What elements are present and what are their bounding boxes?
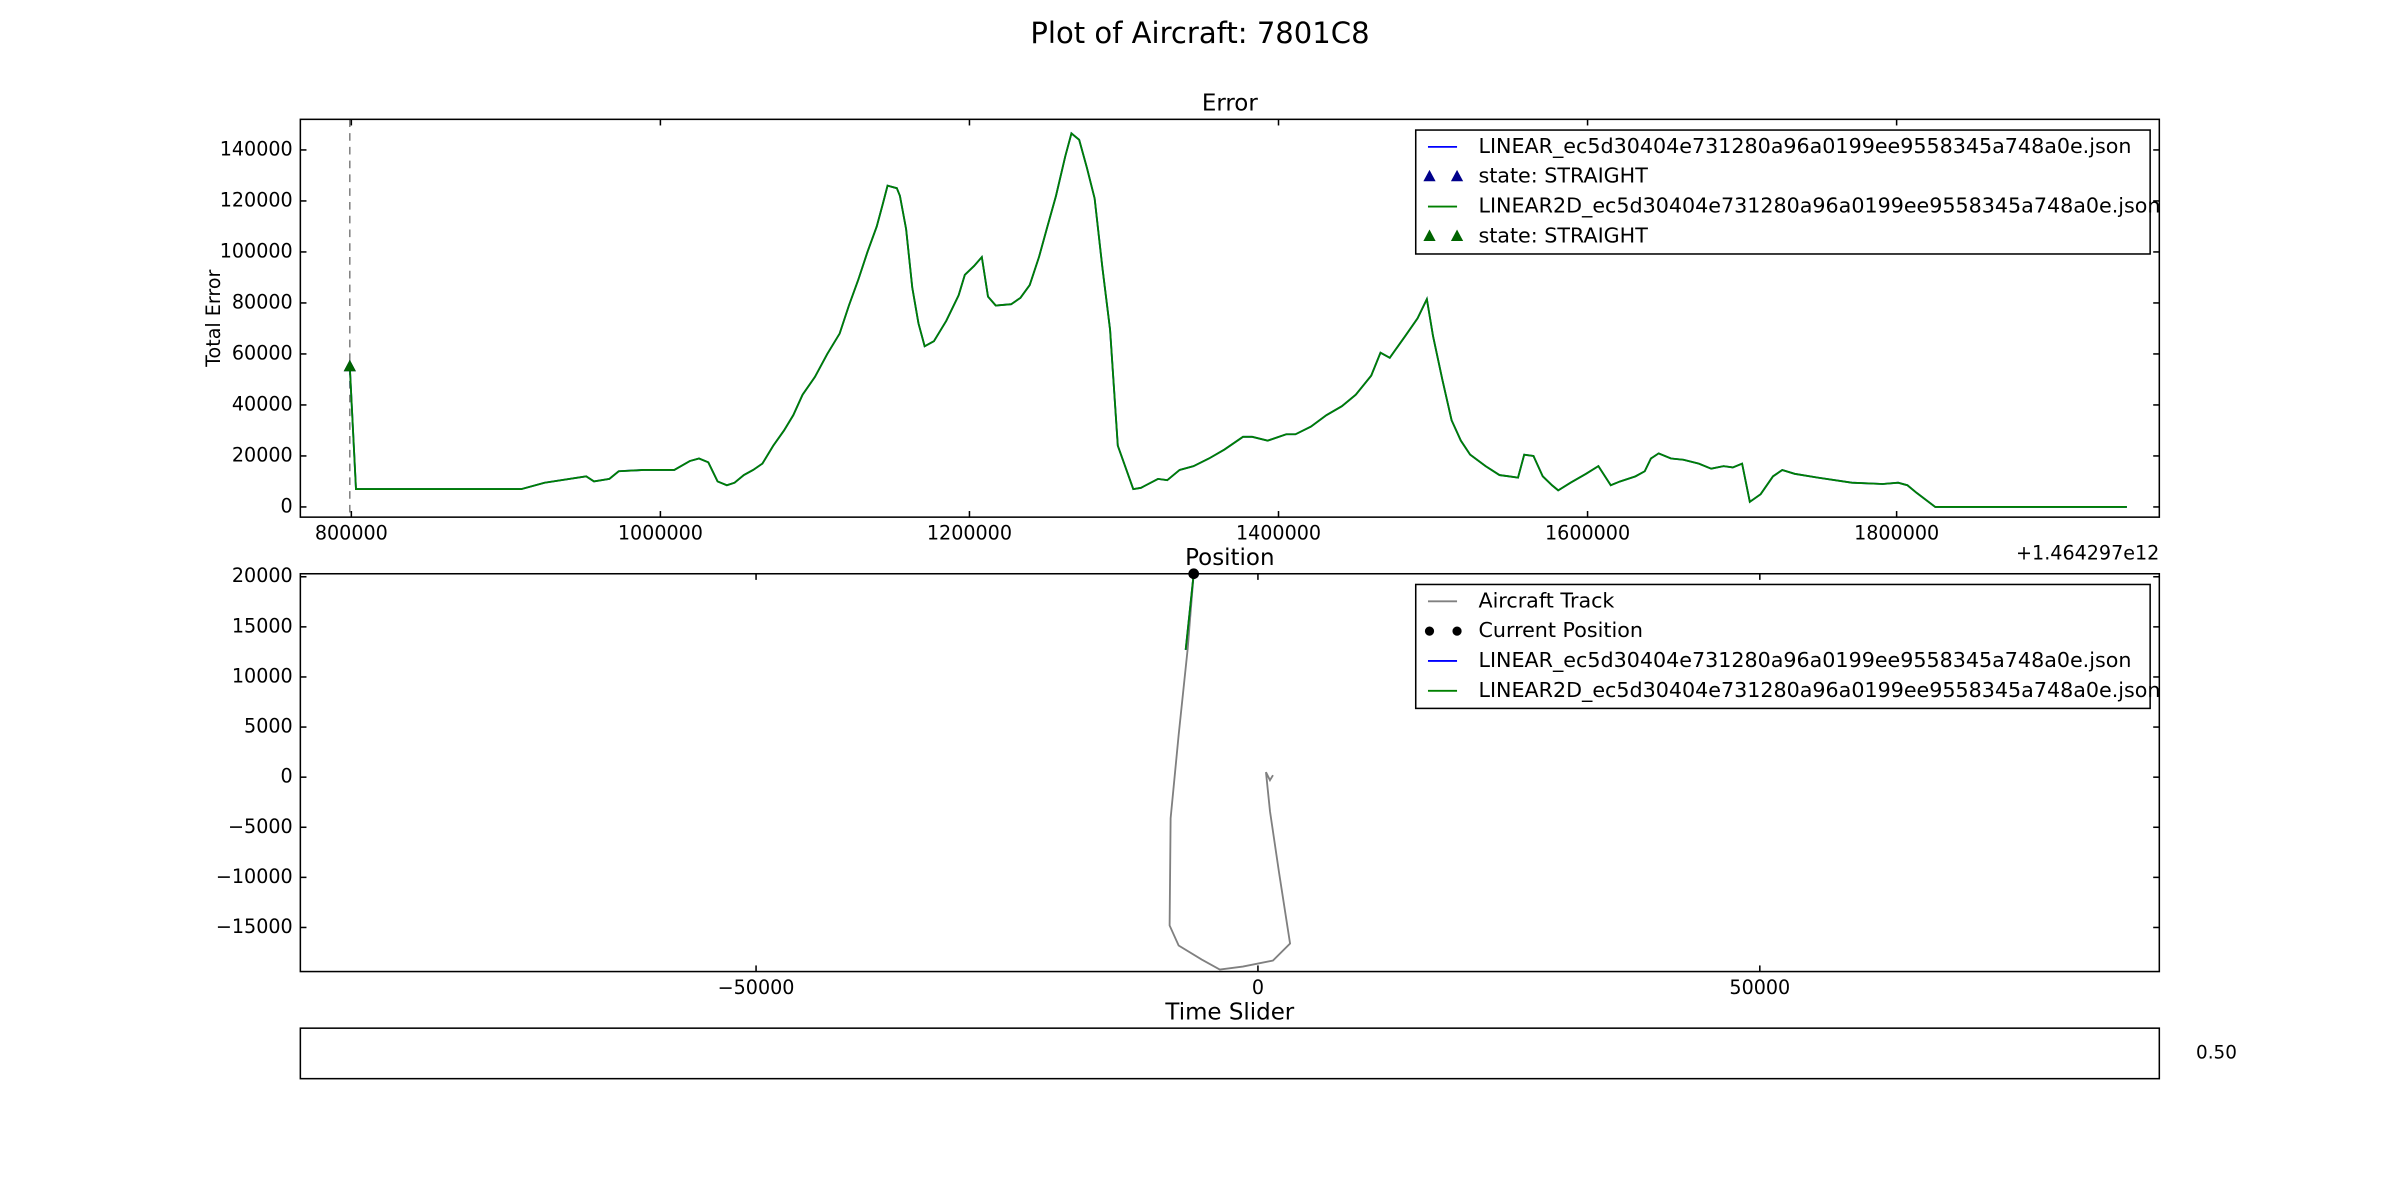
axes-frame [299,572,2161,973]
x-tick-label: 1000000 [618,521,703,544]
x-tick-label: 0 [1252,976,1264,999]
plot-area [348,119,2127,518]
legend-frame [1414,583,2151,710]
y-tick-label: 5000 [244,715,293,738]
series-line [348,131,2127,508]
legend-label: LINEAR_ec5d30404e731280a96a0199ee9558345… [1478,134,2131,159]
axes-title: Error [1202,91,1258,117]
legend-label: Current Position [1478,618,1642,642]
y-tick-label: 60000 [232,341,293,364]
legend-swatch [1450,169,1464,182]
axes-title: Position [1185,545,1274,571]
legend-label: LINEAR_ec5d30404e731280a96a0199ee9558345… [1478,648,2131,673]
plot-area [1168,573,1292,971]
slider-frame [299,1027,2161,1080]
axes-title: Time Slider [1164,999,1294,1025]
x-tick-label: 1400000 [1236,521,1321,544]
y-tick-label: 0 [281,765,293,788]
state-marker [343,359,356,372]
x-tick-label: 1200000 [927,521,1012,544]
slider-value: 0.50 [2196,1042,2237,1063]
y-tick-label: 10000 [232,664,293,687]
legend-swatch [1452,626,1462,636]
legend-swatch [1423,169,1436,182]
x-tick-label: 50000 [1729,976,1790,999]
legend-label: state: STRAIGHT [1478,164,1648,188]
legend-frame [1414,129,2151,255]
x-tick-label: 1800000 [1854,521,1939,544]
x-offset-label: +1.464297e12 [2016,541,2159,564]
y-tick-label: 20000 [232,443,293,466]
y-tick-label: 20000 [232,564,293,587]
figure-title: Plot of Aircraft: 7801C8 [1030,16,1369,50]
y-tick-label: 120000 [220,188,293,211]
y-tick-label: 80000 [232,290,293,313]
y-tick-label: 140000 [220,137,293,160]
axes-frame [299,118,2161,518]
legend-swatch [1423,229,1436,241]
series-line [1168,573,1292,971]
legend-swatch [1424,626,1435,636]
y-axis-label: Total Error [202,269,225,367]
y-tick-label: 15000 [232,614,293,637]
x-tick-label: 800000 [315,521,388,544]
y-tick-label: 100000 [220,239,293,262]
y-tick-label: 0 [281,494,293,517]
x-tick-label: −50000 [718,976,795,999]
x-tick-label: 1600000 [1545,521,1630,544]
y-tick-label: −5000 [228,815,293,838]
series-line [1184,573,1195,651]
legend-label: state: STRAIGHT [1478,223,1648,247]
legend-label: LINEAR2D_ec5d30404e731280a96a0199ee95583… [1478,194,2160,219]
y-tick-label: −15000 [216,915,293,938]
legend-label: Aircraft Track [1478,588,1614,612]
y-tick-label: 40000 [232,392,293,415]
legend-swatch [1450,229,1464,241]
y-tick-label: −10000 [216,865,293,888]
legend-label: LINEAR2D_ec5d30404e731280a96a0199ee95583… [1478,678,2160,703]
